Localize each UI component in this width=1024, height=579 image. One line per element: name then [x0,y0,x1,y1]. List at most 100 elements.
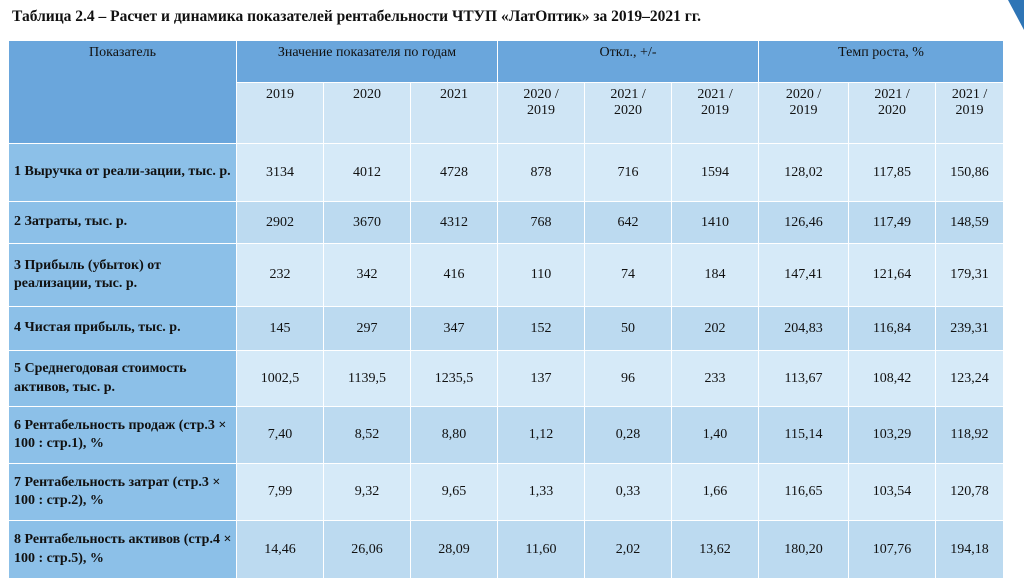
value-cell: 116,65 [758,463,850,521]
value-cell: 1410 [671,201,760,244]
value-cell: 2,02 [584,520,673,579]
value-cell: 1,33 [497,463,586,521]
row-label: 4 Чистая прибыль, тыс. р. [8,306,237,351]
value-cell: 137 [497,350,586,407]
value-cell: 115,14 [758,406,850,464]
row-label: 1 Выручка от реали-зации, тыс. р. [8,143,237,202]
value-cell: 103,54 [848,463,937,521]
value-cell: 342 [323,243,411,307]
header-cell: Показатель [8,40,237,144]
table-row: 7 Рентабельность затрат (стр.3 × 100 : с… [8,463,1005,521]
row-label: 2 Затраты, тыс. р. [8,201,237,244]
subheader-cell: 2020 / 2019 [758,82,850,144]
row-label: 5 Среднегодовая стоимость активов, тыс. … [8,350,237,407]
value-cell: 26,06 [323,520,411,579]
subheader-cell: 2020 [323,82,411,144]
value-cell: 117,49 [848,201,937,244]
value-cell: 179,31 [935,243,1005,307]
value-cell: 239,31 [935,306,1005,351]
subheader-cell: 2019 [236,82,324,144]
value-cell: 121,64 [848,243,937,307]
value-cell: 128,02 [758,143,850,202]
value-cell: 8,52 [323,406,411,464]
row-label: 6 Рентабельность продаж (стр.3 × 100 : с… [8,406,237,464]
value-cell: 2902 [236,201,324,244]
value-cell: 96 [584,350,673,407]
value-cell: 108,42 [848,350,937,407]
value-cell: 642 [584,201,673,244]
value-cell: 4012 [323,143,411,202]
value-cell: 0,33 [584,463,673,521]
value-cell: 3670 [323,201,411,244]
value-cell: 194,18 [935,520,1005,579]
data-table: Показатель Значение показателя по годам … [8,40,1005,579]
value-cell: 14,46 [236,520,324,579]
value-cell: 1,40 [671,406,760,464]
value-cell: 74 [584,243,673,307]
subheader-cell: 2021 / 2019 [935,82,1005,144]
decoration [1008,0,1024,30]
value-cell: 4312 [409,201,499,244]
value-cell: 1235,5 [409,350,499,407]
value-cell: 113,67 [758,350,850,407]
value-cell: 3134 [236,143,324,202]
value-cell: 107,76 [848,520,937,579]
value-cell: 50 [584,306,673,351]
table-row: 6 Рентабельность продаж (стр.3 × 100 : с… [8,406,1005,464]
value-cell: 1,12 [497,406,586,464]
value-cell: 1002,5 [236,350,324,407]
value-cell: 9,32 [323,463,411,521]
subheader-cell: 2021 / 2019 [671,82,760,144]
value-cell: 180,20 [758,520,850,579]
row-label: 8 Рентабельность активов (стр.4 × 100 : … [8,520,237,579]
value-cell: 147,41 [758,243,850,307]
value-cell: 123,24 [935,350,1005,407]
value-cell: 768 [497,201,586,244]
value-cell: 116,84 [848,306,937,351]
value-cell: 11,60 [497,520,586,579]
value-cell: 1,66 [671,463,760,521]
subheader-cell: 2021 [409,82,499,144]
title: Таблица 2.4 – Расчет и динамика показате… [12,8,702,25]
table-row: 4 Чистая прибыль, тыс. р. 145 297 347 152 50 2… [8,306,1005,351]
value-cell: 28,09 [409,520,499,579]
value-cell: 9,65 [409,463,499,521]
value-cell: 184 [671,243,760,307]
header-group: Откл., +/- [497,40,760,83]
value-cell: 145 [236,306,324,351]
header-group: Значение показателя по годам [235,40,499,83]
value-cell: 103,29 [848,406,937,464]
value-cell: 13,62 [671,520,760,579]
value-cell: 152 [497,306,586,351]
subheader-cell: 2021 / 2020 [584,82,673,144]
value-cell: 120,78 [935,463,1005,521]
value-cell: 148,59 [935,201,1005,244]
value-cell: 4728 [409,143,499,202]
value-cell: 118,92 [935,406,1005,464]
value-cell: 233 [671,350,760,407]
value-cell: 7,99 [236,463,324,521]
value-cell: 1594 [671,143,760,202]
table-row: 3 Прибыль (убыток) от реализации, тыс. р… [8,243,1005,307]
value-cell: 416 [409,243,499,307]
value-cell: 126,46 [758,201,850,244]
value-cell: 878 [497,143,586,202]
value-cell: 232 [236,243,324,307]
row-label: 3 Прибыль (убыток) от реализации, тыс. р… [8,243,237,307]
value-cell: 347 [409,306,499,351]
value-cell: 204,83 [758,306,850,351]
table-row: 1 Выручка от реали-зации, тыс. р. 3134 401… [8,143,1005,202]
table-row: 8 Рентабельность активов (стр.4 × 100 : … [8,520,1005,579]
value-cell: 716 [584,143,673,202]
value-cell: 7,40 [236,406,324,464]
value-cell: 1139,5 [323,350,411,407]
subheader-cell: 2020 / 2019 [497,82,586,144]
table-row: 2 Затраты, тыс. р. 2902 3670 4312 768 642 1410… [8,201,1005,244]
value-cell: 0,28 [584,406,673,464]
value-cell: 297 [323,306,411,351]
value-cell: 202 [671,306,760,351]
value-cell: 150,86 [935,143,1005,202]
header-group: Темп роста, % [758,40,1005,83]
value-cell: 8,80 [409,406,499,464]
